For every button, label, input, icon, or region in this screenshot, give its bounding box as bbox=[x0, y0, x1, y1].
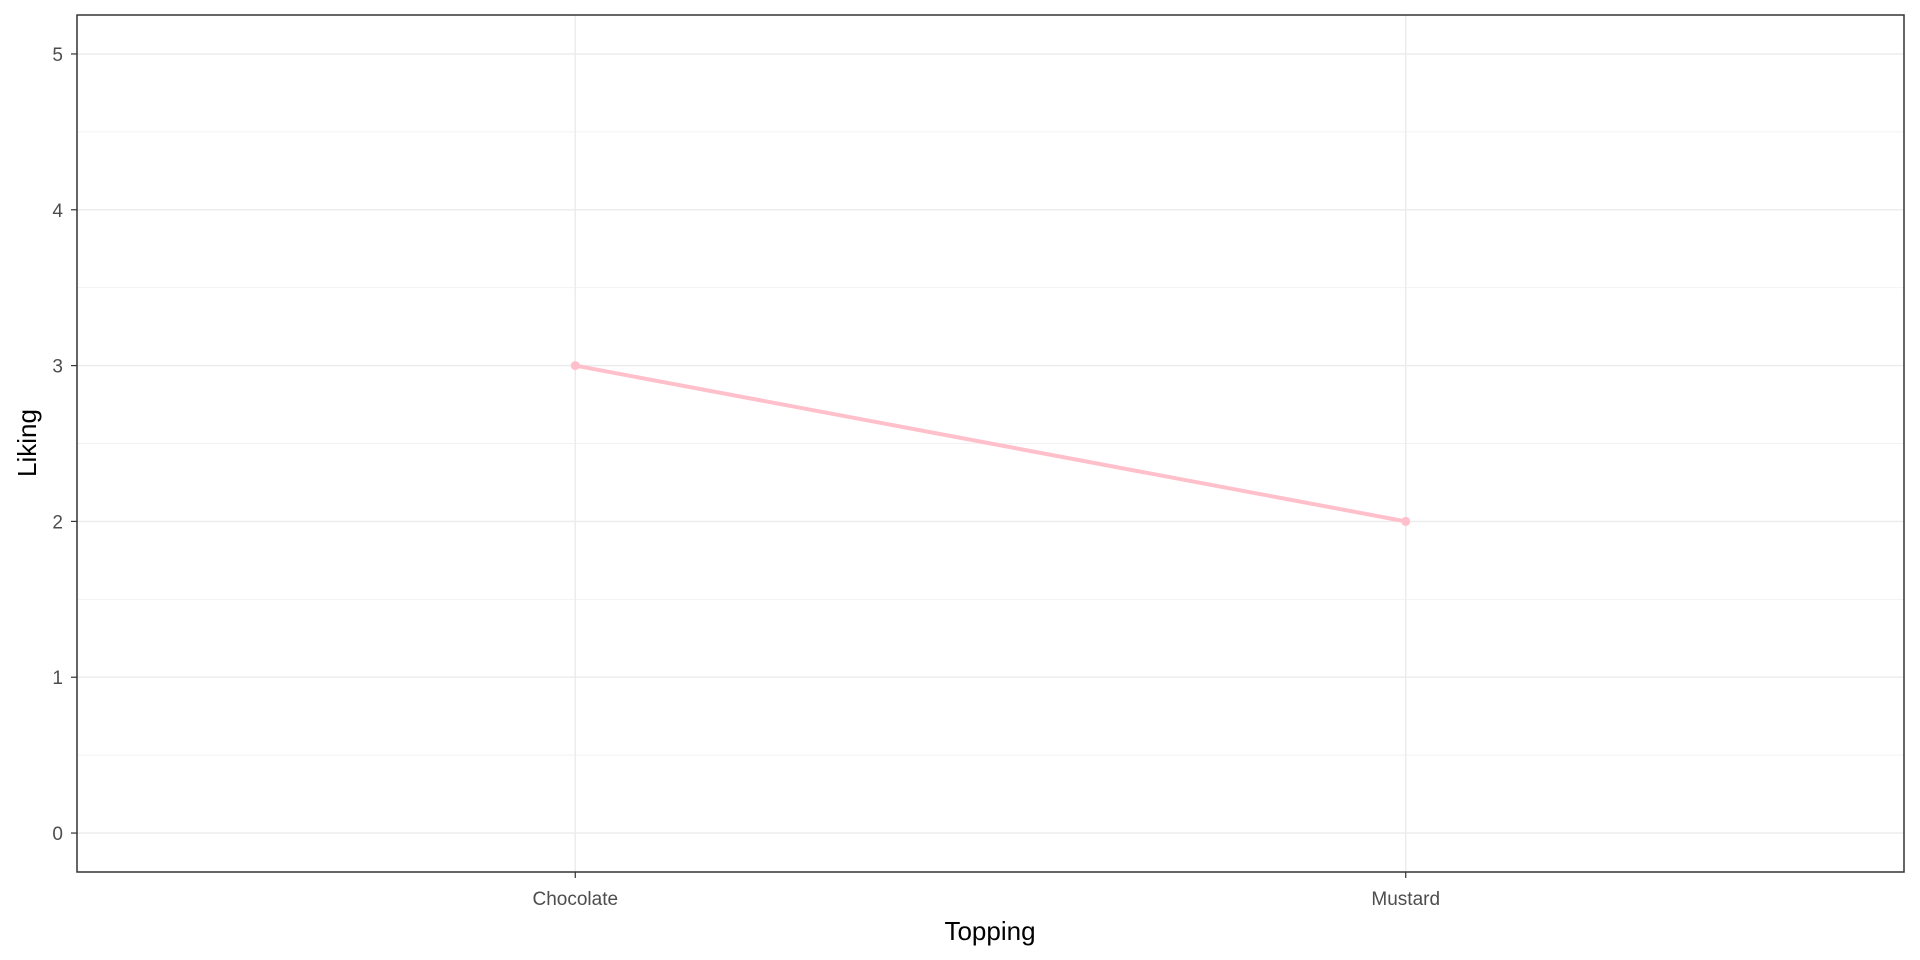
plot-border bbox=[76, 14, 1905, 873]
y-tick-label: 2 bbox=[52, 512, 63, 533]
series-layer bbox=[570, 361, 1411, 526]
data-point bbox=[1401, 516, 1411, 526]
y-tick-label: 3 bbox=[52, 357, 63, 378]
x-axis: Chocolate Mustard bbox=[532, 872, 1440, 910]
y-tick-label: 1 bbox=[52, 668, 63, 689]
x-tick-label: Mustard bbox=[1371, 889, 1440, 910]
series-line bbox=[573, 363, 1408, 524]
y-tick-label: 5 bbox=[52, 45, 63, 66]
y-axis: 0 1 2 3 4 5 bbox=[52, 45, 77, 845]
y-tick-label: 0 bbox=[52, 824, 63, 845]
y-tick-label: 4 bbox=[52, 201, 63, 222]
x-axis-title: Topping bbox=[944, 916, 1035, 946]
y-axis-title: Liking bbox=[12, 409, 42, 477]
major-gridlines bbox=[77, 15, 1904, 872]
data-point bbox=[570, 361, 580, 371]
x-tick-label: Chocolate bbox=[532, 889, 618, 910]
